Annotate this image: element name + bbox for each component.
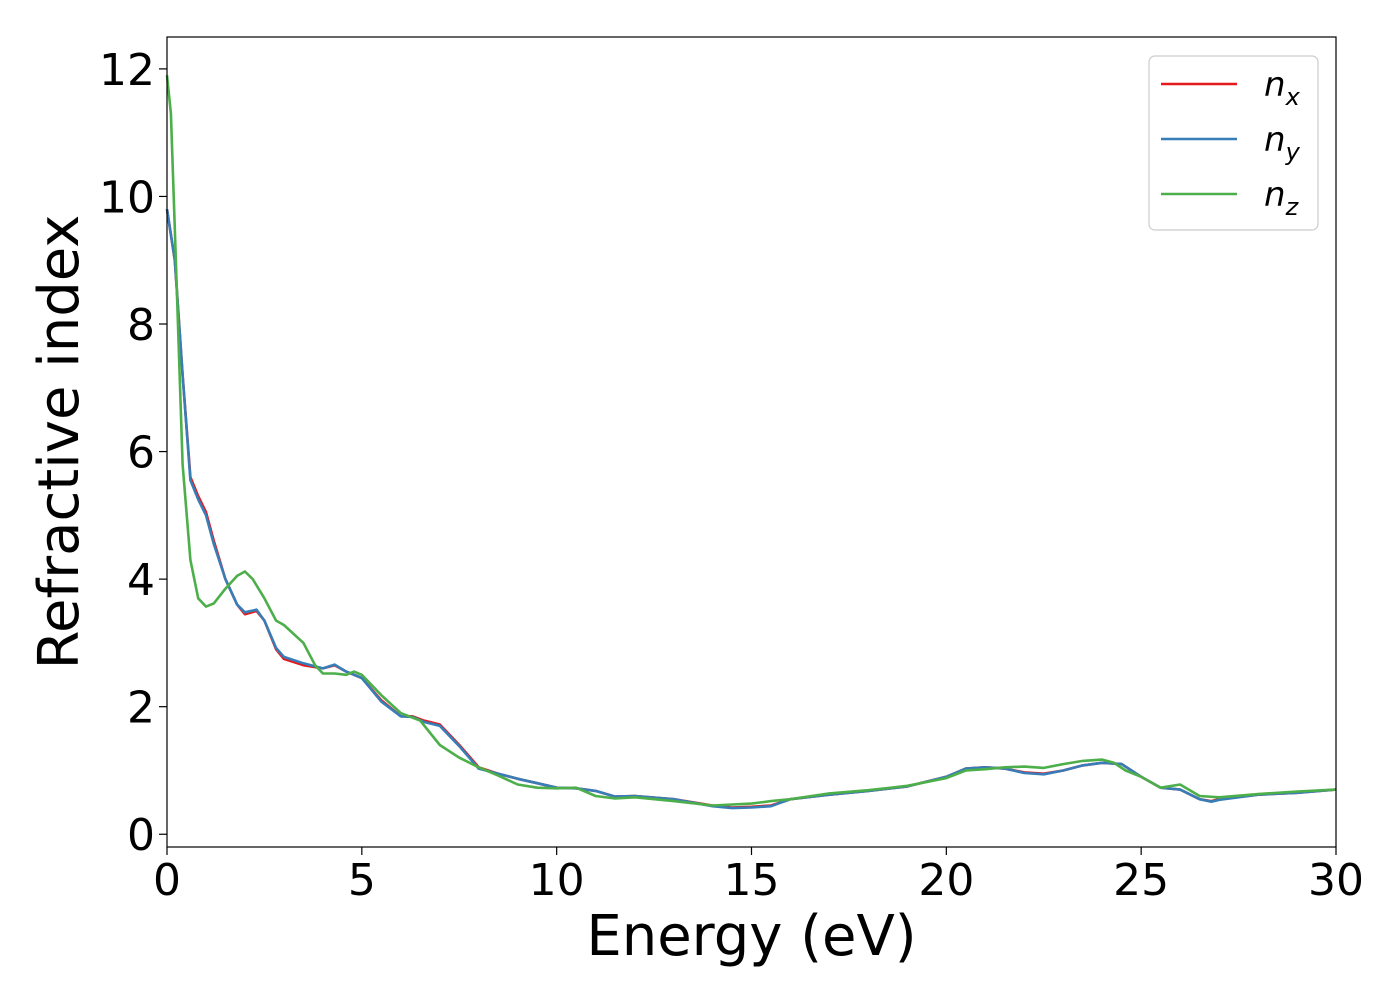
- x-tick-label: 30: [1308, 855, 1364, 906]
- legend: nx ny nz: [1148, 55, 1319, 231]
- y-axis-title: Refractive index: [27, 215, 92, 670]
- legend-box: [1148, 55, 1319, 231]
- x-tick-label: 25: [1113, 855, 1169, 906]
- series-lines: [165, 75, 1337, 810]
- legend-label-z: nz: [1264, 175, 1300, 221]
- x-tick-label: 15: [724, 855, 780, 906]
- y-tick-label: 4: [127, 555, 155, 606]
- series-line-z: [165, 75, 1337, 807]
- y-tick-label: 2: [127, 683, 155, 734]
- x-tick-label: 0: [153, 855, 181, 906]
- legend-label-x: nx: [1264, 65, 1301, 111]
- plot-frame: [166, 36, 1337, 848]
- x-tick-label: 20: [918, 855, 974, 906]
- y-tick-label: 12: [99, 45, 155, 96]
- x-axis-ticks: 0 5 10 15 20 25 30: [153, 847, 1364, 906]
- y-tick-label: 10: [99, 172, 155, 223]
- series-line-y: [165, 209, 1337, 810]
- y-axis-ticks: 0 2 4 6 8 10 12: [99, 45, 167, 861]
- x-tick-label: 10: [529, 855, 585, 906]
- x-axis-title: Energy (eV): [586, 904, 916, 969]
- y-tick-label: 6: [127, 428, 155, 479]
- legend-label-y: ny: [1264, 120, 1301, 166]
- series-line-x: [165, 209, 1337, 809]
- y-tick-label: 0: [127, 810, 155, 861]
- x-tick-label: 5: [348, 855, 376, 906]
- y-tick-label: 8: [127, 300, 155, 351]
